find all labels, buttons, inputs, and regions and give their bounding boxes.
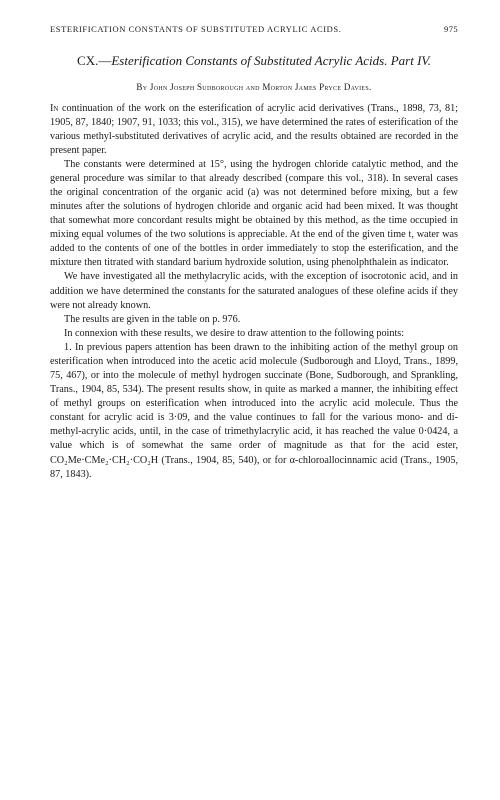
paragraph-4: The results are given in the table on p.… <box>50 313 458 327</box>
paragraph-3: We have investigated all the methylacryl… <box>50 270 458 312</box>
page-container: ESTERIFICATION CONSTANTS OF SUBSTITUTED … <box>0 0 500 506</box>
article-number: CX.— <box>77 53 111 68</box>
running-header: ESTERIFICATION CONSTANTS OF SUBSTITUTED … <box>50 24 458 34</box>
paragraph-1: In continuation of the work on the ester… <box>50 102 458 158</box>
paragraph-5: In connexion with these results, we desi… <box>50 327 458 341</box>
article-title: CX.—Esterification Constants of Substitu… <box>50 52 458 70</box>
paragraph-2: The constants were determined at 15°, us… <box>50 158 458 271</box>
paragraph-6: 1. In previous papers attention has been… <box>50 341 458 482</box>
body-text: In continuation of the work on the ester… <box>50 102 458 482</box>
p1-rest: continuation of the work on the esterifi… <box>50 103 458 156</box>
article-title-text: Esterification Constants of Substituted … <box>111 53 431 68</box>
authors-line: By John Joseph Sudborough and Morton Jam… <box>50 82 458 92</box>
page-number: 975 <box>444 24 458 34</box>
running-header-title: ESTERIFICATION CONSTANTS OF SUBSTITUTED … <box>50 24 341 34</box>
